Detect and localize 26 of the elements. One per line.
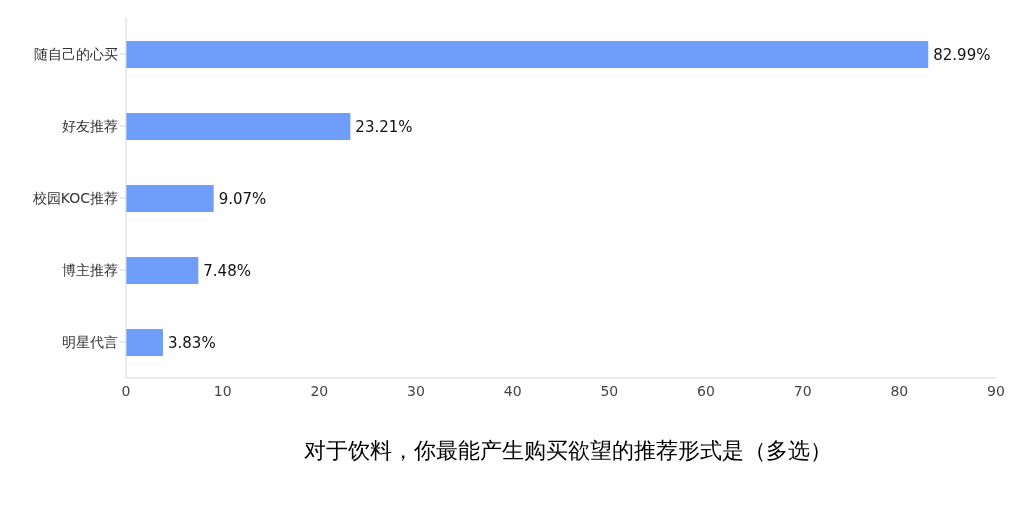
bar (126, 329, 164, 356)
y-tick-label: 随自己的心买 (34, 45, 118, 62)
x-tick-label: 80 (890, 382, 909, 399)
x-tick-label: 30 (407, 382, 425, 399)
x-tick-label: 20 (310, 382, 329, 399)
x-tick-label: 90 (987, 382, 1005, 399)
x-tick-label: 50 (600, 382, 619, 399)
x-tick-label: 60 (697, 382, 715, 399)
y-tick-label: 校园KOC推荐 (31, 189, 118, 206)
y-tick-label: 博主推荐 (62, 261, 118, 278)
y-tick-label: 明星代言 (62, 333, 118, 350)
x-tick-label: 40 (503, 382, 522, 399)
data-label: 7.48% (203, 261, 251, 280)
data-label: 23.21% (355, 117, 413, 136)
y-tick-label: 好友推荐 (62, 117, 118, 134)
data-label: 82.99% (933, 45, 991, 64)
data-label: 9.07% (218, 189, 267, 208)
text: 对于饮料，你最能产生购买欲望的推荐形式是（多选） (303, 437, 833, 465)
x-tick-label: 10 (213, 382, 232, 399)
x-tick-label: 70 (793, 382, 812, 399)
bar (126, 257, 199, 284)
data-label: 3.83% (168, 333, 216, 352)
bar (126, 41, 929, 68)
bar (126, 113, 351, 140)
x-tick-label: 0 (121, 382, 131, 399)
bar (126, 185, 214, 212)
